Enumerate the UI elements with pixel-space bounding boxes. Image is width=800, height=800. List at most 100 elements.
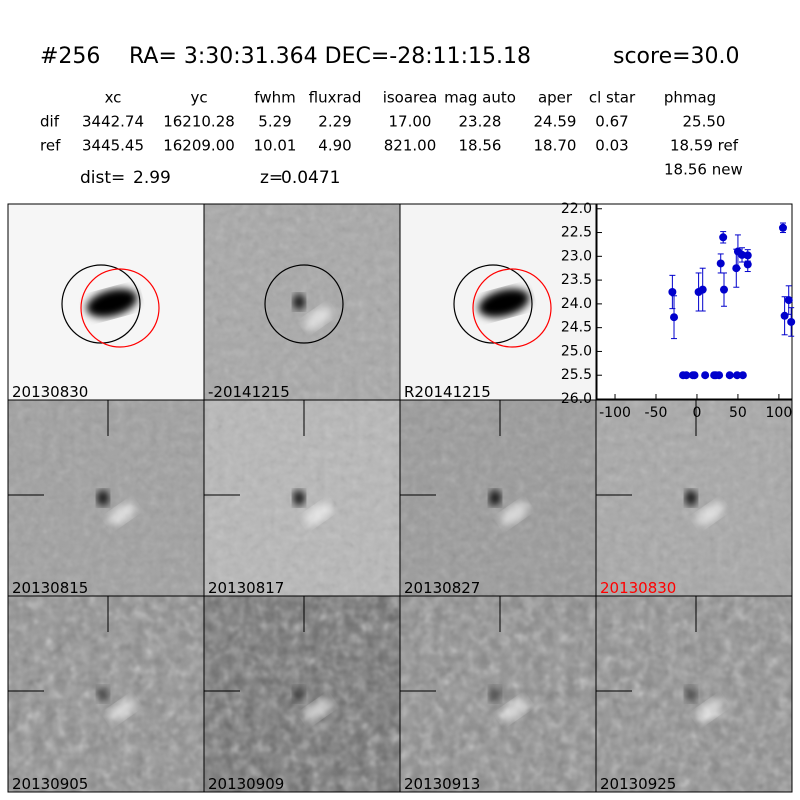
source: [97, 686, 109, 702]
stamp-frame: [595, 595, 793, 793]
stamp-label: 20130815: [12, 579, 88, 597]
dist-label: dist=: [80, 168, 125, 188]
point: [716, 259, 725, 268]
stamp-label: 20130817: [208, 579, 284, 597]
stamp-label: 20130905: [12, 775, 88, 793]
source: [97, 490, 109, 506]
point: [738, 250, 747, 259]
residual: [304, 698, 332, 722]
column-header: mag auto: [444, 89, 516, 107]
stamp-label: 20130830: [12, 383, 88, 401]
dist-value: 2.99: [133, 168, 171, 188]
point: [719, 285, 728, 294]
stamp-label: 20130830: [600, 579, 676, 597]
point: [670, 313, 679, 322]
y-tick-label: 23.0: [561, 248, 592, 264]
cell: 10.01: [254, 137, 297, 155]
score: score=30.0: [613, 44, 740, 69]
aperture-ref: [61, 264, 141, 344]
phmag-new: 18.56 new: [664, 161, 743, 179]
x-tick-label: 50: [729, 405, 747, 421]
column-header: aper: [538, 89, 573, 107]
object-id: #256: [40, 44, 100, 69]
point: [701, 371, 710, 380]
y-tick-label: 24.5: [561, 320, 592, 336]
row-label: dif: [40, 113, 60, 131]
cell: 18.59 ref: [670, 137, 739, 155]
column-header: yc: [190, 89, 207, 107]
cell: 0.67: [595, 113, 628, 131]
x-tick-label: 0: [692, 405, 701, 421]
x-tick-label: 100: [766, 405, 793, 421]
point: [743, 260, 752, 269]
table: xc yc fwhm fluxrad isoarea mag auto aper cl sta…: [40, 89, 739, 155]
aperture-ref: [453, 264, 533, 344]
y-tick-label: 26.0: [561, 391, 592, 407]
point: [698, 285, 707, 294]
z-label: z=: [260, 168, 283, 188]
point: [738, 371, 747, 380]
column-header: fluxrad: [309, 89, 362, 107]
aperture-new: [80, 268, 160, 348]
point: [719, 233, 728, 242]
cell: 24.59: [534, 113, 577, 131]
galaxy: [478, 288, 530, 318]
stamp-label: 20130913: [404, 775, 480, 793]
aperture-new: [472, 268, 552, 348]
residual: [500, 698, 528, 722]
plot-area: [596, 203, 793, 400]
point: [668, 287, 677, 296]
residual: [500, 502, 528, 526]
y-tick-label: 22.0: [561, 201, 592, 217]
cell: 17.00: [389, 113, 432, 131]
source: [293, 490, 305, 506]
point: [733, 371, 742, 380]
stamp-label: R20141215: [404, 383, 491, 401]
x-tick-label: -100: [599, 405, 631, 421]
residual: [696, 698, 724, 722]
stamp-label: -20141215: [208, 383, 290, 401]
source: [685, 490, 697, 506]
source: [293, 686, 305, 702]
aperture: [264, 264, 344, 344]
column-header: xc: [105, 89, 122, 107]
column-header: isoarea: [383, 89, 438, 107]
cell: 3442.74: [82, 113, 144, 131]
residual: [108, 698, 136, 722]
z-value: 0.0471: [281, 168, 340, 188]
point: [715, 371, 724, 380]
panels: 20130830 -20141215 R20141215 20130815 201308…: [7, 203, 793, 793]
point: [780, 311, 789, 320]
residual: [696, 502, 724, 526]
stamp-label: 20130925: [600, 775, 676, 793]
point: [784, 296, 793, 305]
cell: 23.28: [459, 113, 502, 131]
cell: 5.29: [258, 113, 291, 131]
point: [690, 371, 699, 380]
y-tick-label: 23.5: [561, 272, 592, 288]
point: [787, 317, 796, 326]
cell: 16209.00: [163, 137, 235, 155]
point: [682, 371, 691, 380]
source: [489, 686, 501, 702]
source: [685, 686, 697, 702]
stamp-label: 20130827: [404, 579, 480, 597]
cell: 821.00: [384, 137, 437, 155]
point: [725, 371, 734, 380]
column-header: fwhm: [254, 89, 295, 107]
x-tick-label: -50: [645, 405, 668, 421]
row-label: ref: [40, 137, 61, 155]
point: [778, 223, 787, 232]
column-header: phmag: [664, 89, 716, 107]
residual: [304, 306, 332, 330]
cell: 3445.45: [82, 137, 144, 155]
cell: 2.29: [318, 113, 351, 131]
cell: 18.56: [459, 137, 502, 155]
source: [489, 490, 501, 506]
y-tick-label: 22.5: [561, 225, 592, 241]
cell: 0.03: [595, 137, 628, 155]
column-header: cl star: [589, 89, 636, 107]
source: [293, 294, 305, 310]
lightcurve: 22.0 22.5 23.0 23.5 24.0 24.5 25.0 25.5 26.0 -100…: [561, 201, 796, 421]
